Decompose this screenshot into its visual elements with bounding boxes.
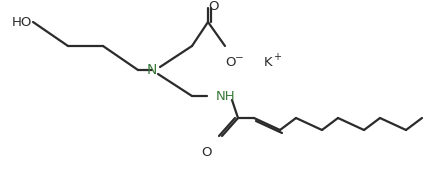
Text: K: K — [264, 56, 272, 68]
Text: HO: HO — [12, 15, 33, 29]
Text: O: O — [225, 56, 235, 68]
Text: +: + — [273, 52, 281, 62]
Text: O: O — [208, 0, 218, 12]
Text: O: O — [201, 146, 211, 159]
Text: N: N — [147, 63, 157, 77]
Text: −: − — [235, 53, 243, 63]
Text: NH: NH — [216, 90, 236, 102]
